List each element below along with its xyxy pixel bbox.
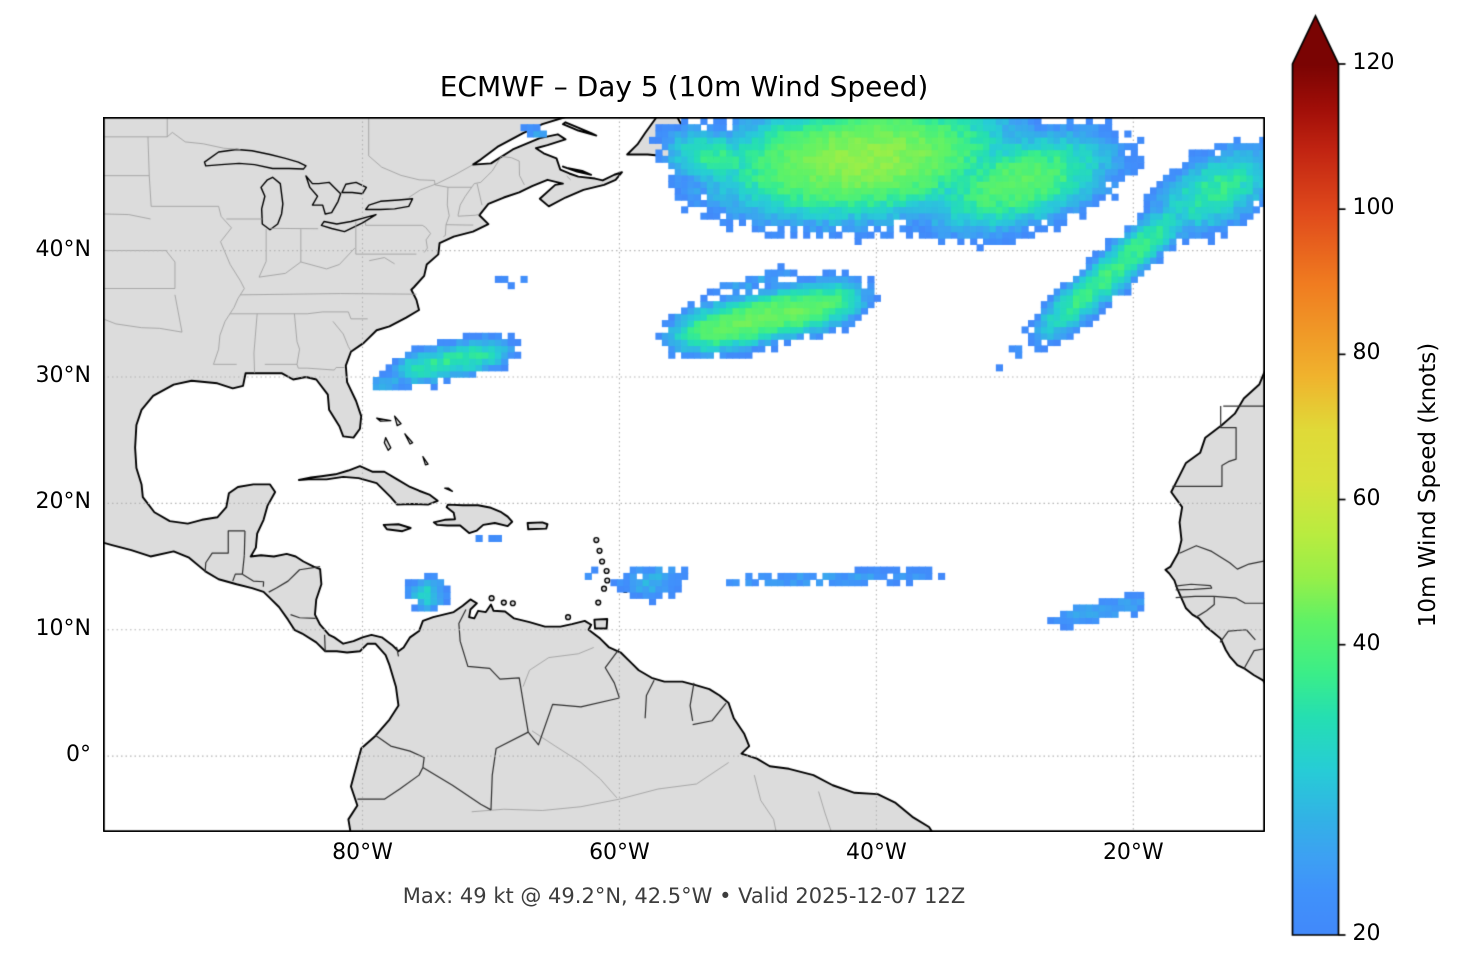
chart-title: ECMWF – Day 5 (10m Wind Speed) xyxy=(439,70,929,103)
colorbar-tick-label: 60 xyxy=(1352,485,1381,511)
y-tick-label: 0° xyxy=(66,742,91,768)
chart-caption: Max: 49 kt @ 49.2°N, 42.5°W • Valid 2025… xyxy=(402,884,966,908)
colorbar-tick-label: 120 xyxy=(1352,50,1395,75)
x-tick-label: 40°W xyxy=(846,840,907,865)
colorbar-tick-label: 100 xyxy=(1352,195,1395,221)
y-tick-label: 10°N xyxy=(35,615,91,641)
colorbar-tick-label: 80 xyxy=(1352,340,1381,366)
y-tick-label: 40°N xyxy=(35,236,91,262)
x-tick-label: 80°W xyxy=(332,840,393,865)
map-plot-area xyxy=(103,117,1265,832)
colorbar-tick-label: 20 xyxy=(1352,921,1381,946)
y-tick-label: 20°N xyxy=(35,489,91,515)
colorbar-canvas xyxy=(1289,10,1351,955)
colorbar-axis-label: 10m Wind Speed (knots) xyxy=(1415,342,1441,627)
x-tick-label: 20°W xyxy=(1102,840,1164,865)
x-tick-label: 60°W xyxy=(589,840,650,865)
wind-speed-map-canvas xyxy=(103,117,1265,832)
colorbar-tick-label: 40 xyxy=(1352,630,1381,656)
y-tick-label: 30°N xyxy=(35,362,91,388)
